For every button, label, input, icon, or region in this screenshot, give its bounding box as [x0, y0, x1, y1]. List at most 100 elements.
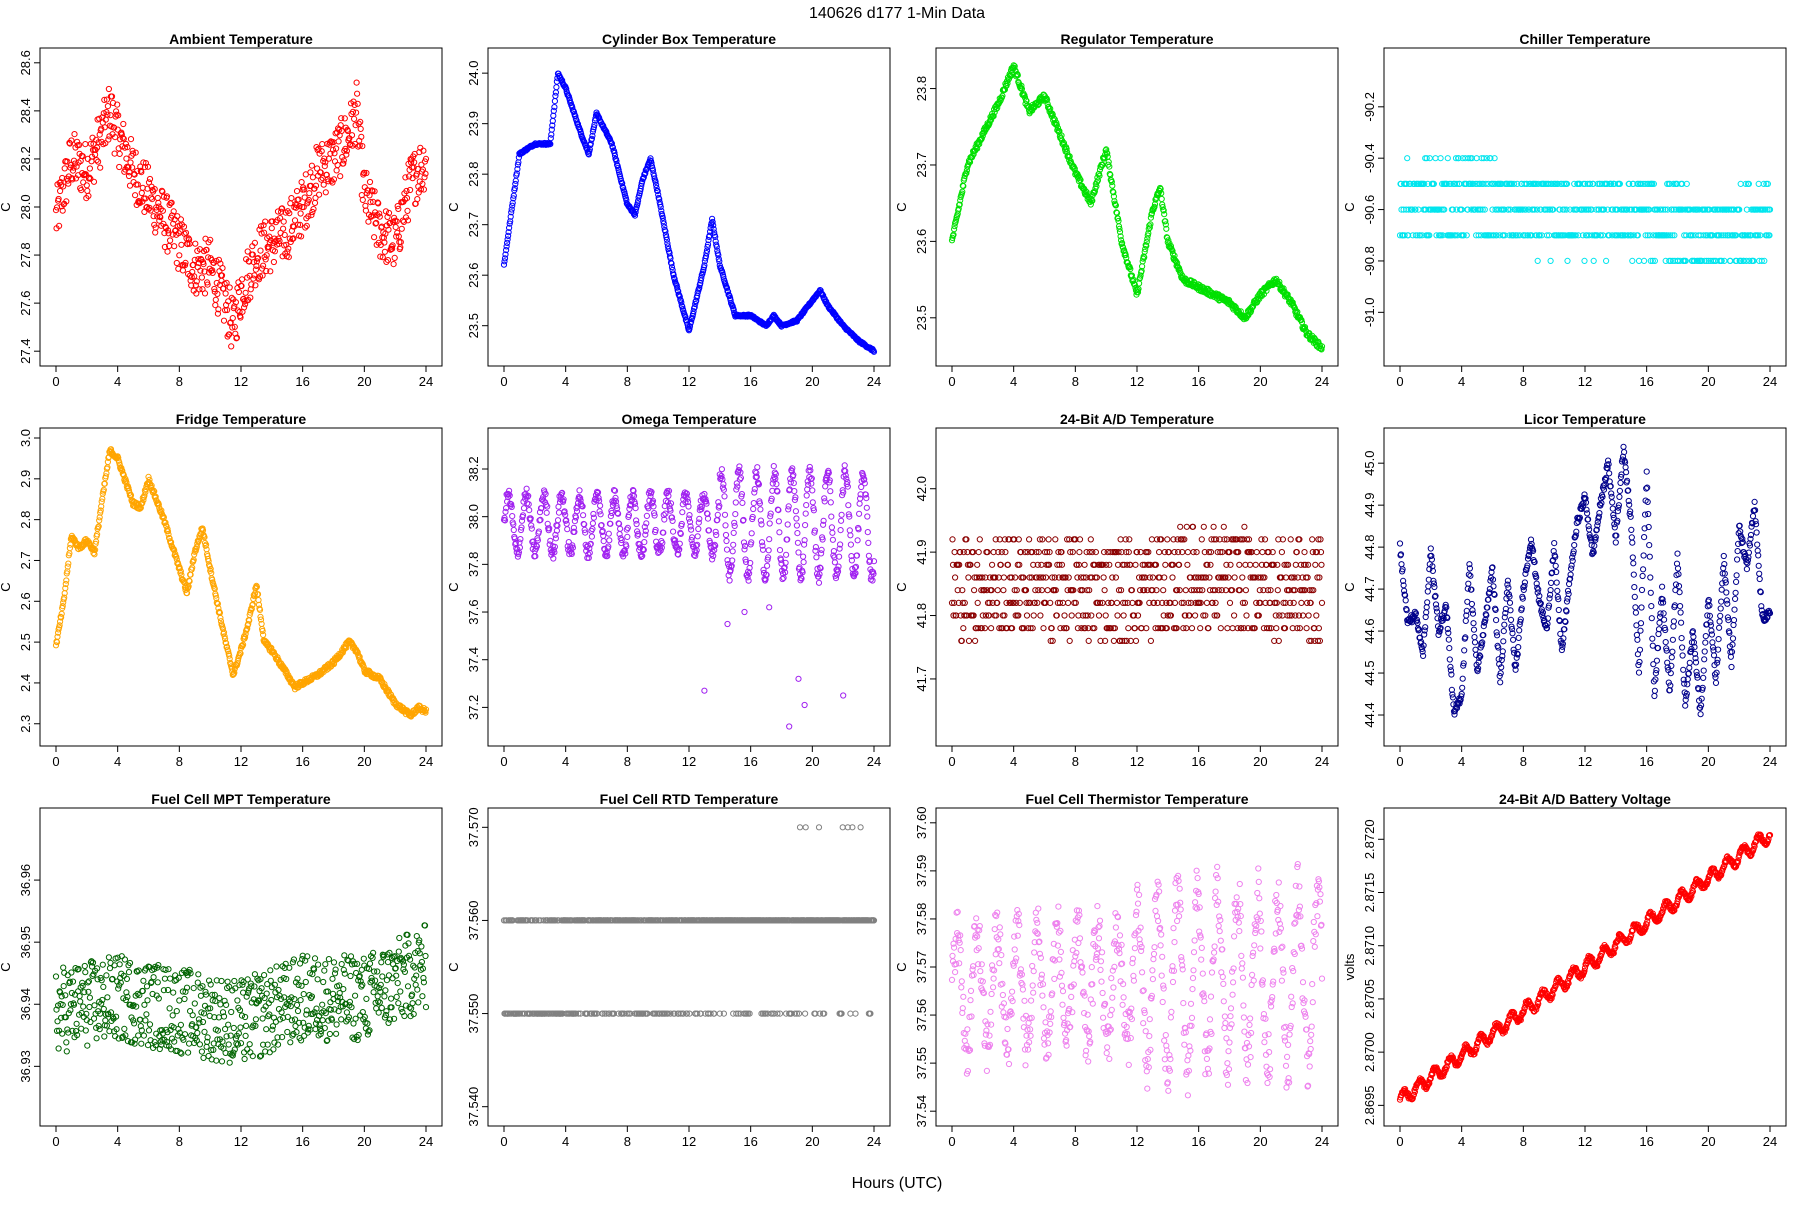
data-point — [774, 482, 779, 487]
data-point — [405, 208, 410, 213]
data-points — [53, 447, 428, 720]
y-tick-label: 41.7 — [914, 666, 929, 691]
data-point — [857, 511, 862, 516]
data-point — [221, 318, 226, 323]
y-tick-label: 23.9 — [466, 111, 481, 136]
data-point — [738, 475, 743, 480]
data-point — [1111, 638, 1116, 643]
data-point — [179, 242, 184, 247]
data-point — [355, 101, 360, 106]
data-point — [202, 291, 207, 296]
x-tick-label: 20 — [1701, 374, 1715, 389]
data-point — [697, 516, 702, 521]
data-point — [715, 512, 720, 517]
x-tick-label: 8 — [176, 374, 183, 389]
data-point — [952, 550, 957, 555]
data-point — [749, 531, 754, 536]
data-point — [755, 465, 760, 470]
data-point — [72, 132, 77, 137]
data-point — [133, 193, 138, 198]
x-tick-label: 24 — [1315, 374, 1329, 389]
data-point — [758, 507, 763, 512]
x-tick-label: 12 — [682, 754, 696, 769]
y-axis-label: C — [446, 582, 461, 591]
data-point — [354, 80, 359, 85]
data-point — [776, 519, 781, 524]
data-point — [177, 253, 182, 258]
data-point — [846, 503, 851, 508]
data-point — [590, 521, 595, 526]
data-point — [1115, 613, 1120, 618]
x-tick-label: 20 — [805, 754, 819, 769]
data-point — [298, 211, 303, 216]
data-point — [1114, 600, 1119, 605]
data-point — [810, 500, 815, 505]
y-tick-label: 28.4 — [18, 98, 33, 123]
data-point — [229, 344, 234, 349]
data-point — [855, 538, 860, 543]
x-tick-label: 12 — [234, 374, 248, 389]
data-point — [733, 511, 738, 516]
data-point — [312, 200, 317, 205]
outlier-point — [725, 621, 730, 626]
data-point — [828, 489, 833, 494]
data-point — [342, 116, 347, 121]
data-point — [1127, 537, 1132, 542]
data-point — [1089, 613, 1094, 618]
data-point — [1039, 562, 1044, 567]
data-point — [777, 530, 782, 535]
data-point — [366, 219, 371, 224]
data-point — [180, 268, 185, 273]
data-point — [62, 166, 67, 171]
data-point — [1107, 562, 1112, 567]
data-point — [1093, 550, 1098, 555]
data-point — [526, 502, 531, 507]
data-point — [1121, 613, 1126, 618]
data-point — [150, 197, 155, 202]
data-point — [671, 529, 676, 534]
data-point — [85, 188, 90, 193]
y-tick-label: 42.0 — [914, 476, 929, 501]
data-point — [1133, 638, 1138, 643]
y-tick-label: 3.0 — [18, 429, 33, 447]
data-point — [740, 500, 745, 505]
data-point — [1565, 258, 1570, 263]
x-tick-label: 12 — [1130, 374, 1144, 389]
outlier-point — [787, 724, 792, 729]
data-point — [785, 522, 790, 527]
y-tick-label: 27.6 — [18, 290, 33, 315]
data-point — [320, 142, 325, 147]
data-point — [353, 123, 358, 128]
data-point — [794, 523, 799, 528]
y-tick-label: 23.6 — [914, 229, 929, 254]
y-tick-label: 23.5 — [466, 313, 481, 338]
data-point — [155, 195, 160, 200]
data-point — [606, 531, 611, 536]
y-tick-label: 28.2 — [18, 146, 33, 171]
data-point — [696, 526, 701, 531]
data-point — [510, 514, 515, 519]
data-point — [1067, 638, 1072, 643]
data-point — [281, 226, 286, 231]
x-tick-label: 0 — [948, 374, 955, 389]
data-points — [949, 524, 1324, 643]
y-tick-label: 28.0 — [18, 194, 33, 219]
data-point — [556, 510, 561, 515]
y-tick-label: 27.4 — [18, 339, 33, 364]
data-point — [1433, 156, 1438, 161]
data-point — [355, 91, 360, 96]
data-point — [1046, 537, 1051, 542]
data-point — [248, 287, 253, 292]
data-point — [108, 113, 113, 118]
data-point — [804, 503, 809, 508]
data-point — [1086, 638, 1091, 643]
data-point — [719, 467, 724, 472]
data-point — [794, 516, 799, 521]
y-tick-label: 2.4 — [18, 674, 33, 692]
data-point — [408, 187, 413, 192]
y-tick-label: 41.8 — [914, 603, 929, 628]
data-point — [183, 230, 188, 235]
